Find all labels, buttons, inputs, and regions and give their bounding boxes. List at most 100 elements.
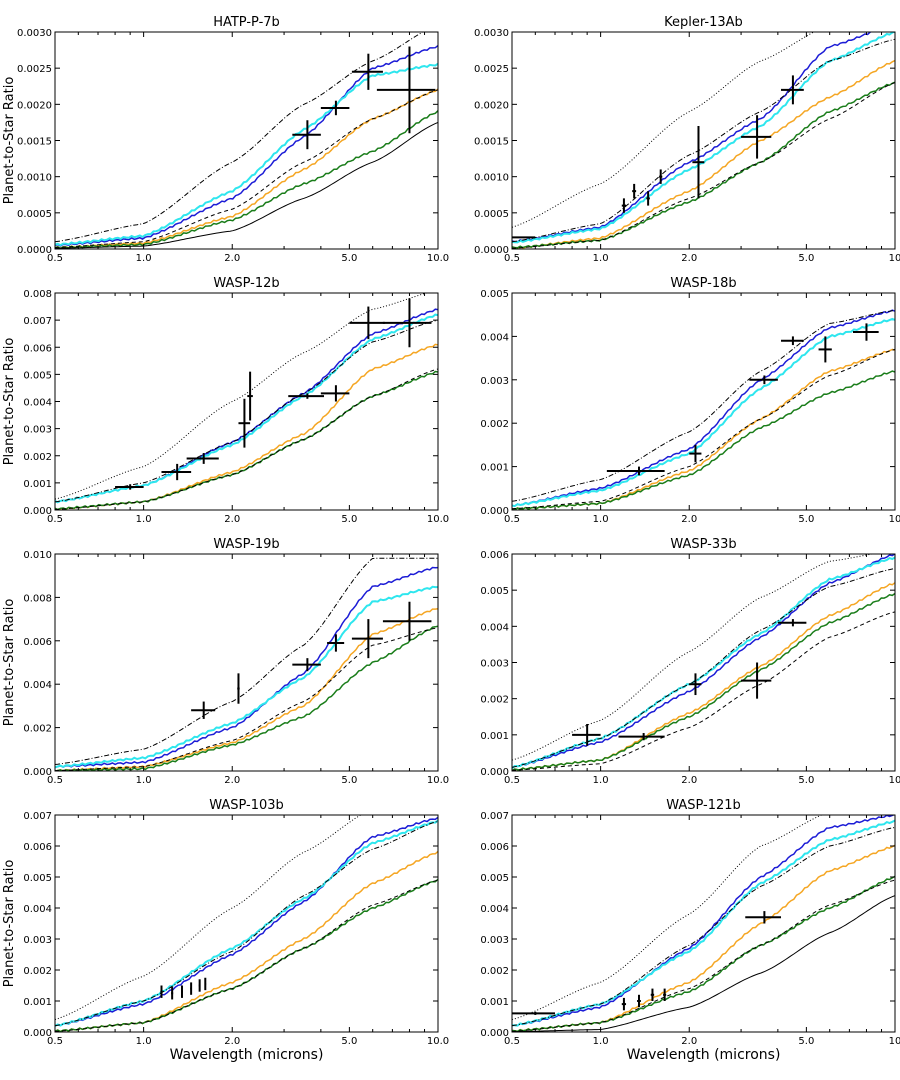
series-line-green bbox=[512, 592, 895, 771]
y-tick-label: 0.004 bbox=[480, 904, 509, 915]
axes-frame bbox=[54, 31, 439, 250]
y-tick-label: 0.010 bbox=[23, 550, 52, 561]
x-tick-label: 1.0 bbox=[136, 253, 152, 264]
y-tick-label: 0.002 bbox=[480, 695, 509, 706]
y-tick-label: 0.008 bbox=[23, 593, 52, 604]
chart-title: WASP-121b bbox=[666, 798, 741, 813]
plot-area bbox=[55, 557, 438, 771]
x-tick-label: 2.0 bbox=[224, 1036, 240, 1047]
x-tick-label: 10.0 bbox=[427, 514, 449, 525]
axes-frame bbox=[54, 292, 439, 511]
x-tick-label: 10 bbox=[889, 514, 900, 525]
chart-panel-5: WASP-19b 0.5 1.0 2.0 5.0 10.0 0.000 0.002 0.004 0… bbox=[2, 537, 449, 786]
x-tick-label: 5.0 bbox=[798, 514, 814, 525]
series-line-black-dashed bbox=[512, 611, 895, 771]
series-line-blue bbox=[512, 309, 895, 507]
y-tick-label: 0.0020 bbox=[17, 100, 52, 111]
series-line-green bbox=[512, 81, 895, 249]
series-line-black-dashed bbox=[512, 82, 895, 249]
series-line-black-dashed bbox=[55, 879, 438, 1032]
y-tick-label: 0.004 bbox=[23, 680, 52, 691]
chart-title: WASP-103b bbox=[209, 798, 284, 813]
y-tick-label: 0.006 bbox=[480, 842, 509, 853]
x-tick-label: 1.0 bbox=[593, 253, 609, 264]
plot-area bbox=[55, 293, 438, 510]
y-tick-label: 0.007 bbox=[23, 811, 52, 822]
chart-title: WASP-19b bbox=[213, 537, 279, 552]
y-tick-label: 0.005 bbox=[480, 289, 509, 300]
series-line-blue bbox=[512, 32, 876, 243]
series-line-black-dotted bbox=[512, 815, 823, 1021]
x-tick-label: 10.0 bbox=[427, 1036, 449, 1047]
series-line-cyan bbox=[512, 317, 895, 508]
x-axis-label: Wavelength (microns) bbox=[627, 1047, 781, 1063]
y-tick-label: 0.002 bbox=[480, 966, 509, 977]
y-tick-label: 0.000 bbox=[480, 767, 509, 778]
series-line-blue bbox=[55, 816, 438, 1027]
plot-area bbox=[512, 309, 895, 510]
x-tick-label: 0.5 bbox=[47, 1036, 63, 1047]
y-tick-label: 0.0000 bbox=[474, 245, 509, 256]
y-tick-label: 0.001 bbox=[23, 997, 52, 1008]
y-tick-label: 0.005 bbox=[23, 370, 52, 381]
y-tick-label: 0.002 bbox=[23, 452, 52, 463]
axes-frame bbox=[511, 814, 896, 1033]
y-tick-label: 0.007 bbox=[23, 316, 52, 327]
y-tick-label: 0.0030 bbox=[17, 28, 52, 39]
y-tick-label: 0.0025 bbox=[17, 64, 52, 75]
chart-panel-8: WASP-121b 0.5 1.0 2.0 5.0 10 0.000 0.001 0.002 0.… bbox=[480, 798, 900, 1063]
y-tick-label: 0.003 bbox=[23, 425, 52, 436]
y-tick-label: 0.006 bbox=[23, 842, 52, 853]
y-tick-label: 0.006 bbox=[23, 343, 52, 354]
x-tick-label: 2.0 bbox=[224, 253, 240, 264]
y-tick-label: 0.007 bbox=[480, 811, 509, 822]
x-tick-label: 10.0 bbox=[427, 775, 449, 786]
y-tick-label: 0.001 bbox=[480, 997, 509, 1008]
x-tick-label: 1.0 bbox=[593, 514, 609, 525]
y-tick-label: 0.001 bbox=[480, 731, 509, 742]
series-line-black-dashdot bbox=[512, 38, 895, 243]
x-tick-label: 1.0 bbox=[136, 514, 152, 525]
series-line-green bbox=[55, 625, 438, 771]
y-tick-label: 0.0010 bbox=[474, 173, 509, 184]
x-tick-label: 5.0 bbox=[798, 775, 814, 786]
series-line-black-dashed bbox=[55, 627, 438, 771]
y-tick-label: 0.0015 bbox=[474, 137, 509, 148]
chart-panel-2: Kepler-13Ab 0.5 1.0 2.0 5.0 10 0.0000 0.0005 0.0… bbox=[474, 15, 900, 264]
series-line-black-dashdot bbox=[512, 826, 895, 1027]
x-tick-label: 2.0 bbox=[681, 514, 697, 525]
x-axis-label: Wavelength (microns) bbox=[170, 1047, 324, 1063]
series-line-black-dotted bbox=[512, 554, 875, 761]
y-tick-label: 0.002 bbox=[23, 966, 52, 977]
series-line-green bbox=[512, 875, 895, 1032]
y-tick-label: 0.006 bbox=[480, 550, 509, 561]
x-tick-label: 10.0 bbox=[427, 253, 449, 264]
y-tick-label: 0.000 bbox=[480, 1028, 509, 1039]
series-line-orange bbox=[512, 582, 895, 771]
axes-frame bbox=[511, 553, 896, 772]
x-tick-label: 1.0 bbox=[136, 775, 152, 786]
y-axis-label: Planet-to-Star Ratio bbox=[2, 599, 17, 727]
series-line-orange bbox=[512, 59, 895, 249]
x-tick-label: 2.0 bbox=[224, 775, 240, 786]
y-tick-label: 0.008 bbox=[23, 289, 52, 300]
x-tick-label: 2.0 bbox=[224, 514, 240, 525]
x-tick-label: 5.0 bbox=[341, 253, 357, 264]
plot-area bbox=[512, 554, 895, 771]
y-tick-label: 0.0025 bbox=[474, 64, 509, 75]
x-tick-label: 5.0 bbox=[798, 1036, 814, 1047]
chart-panel-6: WASP-33b 0.5 1.0 2.0 5.0 10 0.000 0.001 0.002 0.0… bbox=[480, 537, 900, 786]
y-tick-label: 0.000 bbox=[23, 506, 52, 517]
chart-title: WASP-12b bbox=[213, 276, 279, 291]
y-tick-label: 0.002 bbox=[23, 724, 52, 735]
y-tick-label: 0.0005 bbox=[17, 209, 52, 220]
x-tick-label: 0.5 bbox=[504, 514, 520, 525]
chart-title: HATP-P-7b bbox=[213, 15, 280, 30]
y-tick-label: 0.004 bbox=[480, 332, 509, 343]
y-axis-label: Planet-to-Star Ratio bbox=[2, 338, 17, 466]
x-tick-label: 2.0 bbox=[681, 1036, 697, 1047]
y-tick-label: 0.004 bbox=[480, 622, 509, 633]
series-line-black-dashed bbox=[55, 368, 438, 510]
series-line-black-dashdot bbox=[55, 820, 438, 1027]
series-line-orange bbox=[55, 88, 438, 249]
